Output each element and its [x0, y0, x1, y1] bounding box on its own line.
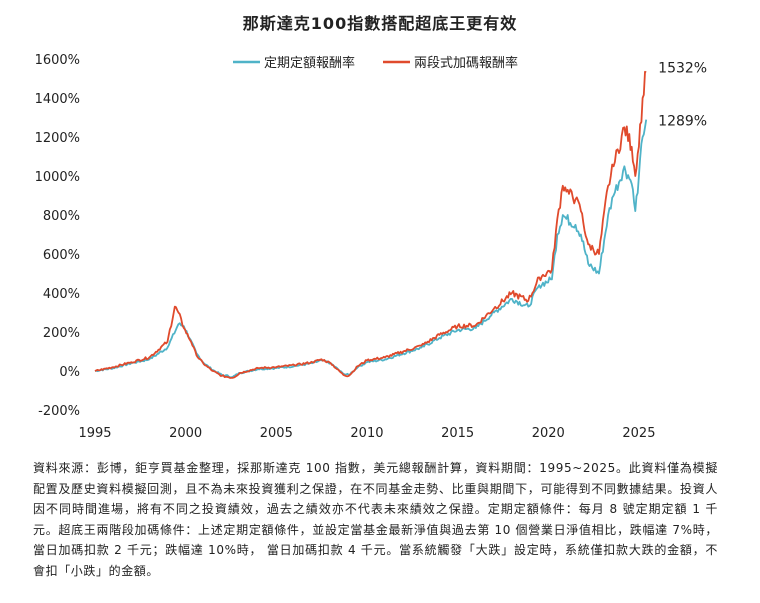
- dca-end-value-label: 1289%: [658, 114, 707, 130]
- x-tick-label: 1995: [78, 426, 111, 441]
- y-tick-label: 200%: [43, 326, 80, 341]
- y-tick-label: 800%: [43, 209, 80, 224]
- line-chart: 1600% 1400% 1200% 1000% 800% 600% 400% 200% 0% -2…: [35, 53, 708, 441]
- x-tick-label: 2020: [532, 426, 565, 441]
- x-tick-label: 2005: [260, 426, 293, 441]
- legend-label: 定期定額報酬率: [264, 55, 355, 71]
- dca-return-line: [94, 119, 648, 379]
- x-tick-label: 2015: [441, 426, 474, 441]
- chart-title: 那斯達克100指數搭配超底王更有效: [242, 14, 518, 33]
- y-tick-label: 1200%: [35, 131, 80, 146]
- x-tick-label: 2010: [350, 426, 383, 441]
- y-tick-label: 1600%: [35, 53, 80, 68]
- source-footnote: 資料來源：彭博，鉅亨買基金整理，採那斯達克 100 指數，美元總報酬計算，資料期…: [33, 461, 718, 578]
- two-stage-end-value-label: 1532%: [658, 60, 707, 76]
- y-tick-label: 1400%: [35, 92, 80, 107]
- y-tick-label: 0%: [59, 365, 80, 380]
- two-stage-return-line: [94, 70, 647, 379]
- y-tick-label: 600%: [43, 248, 80, 263]
- y-tick-label: 400%: [43, 287, 80, 302]
- x-tick-label: 2025: [622, 426, 655, 441]
- y-tick-label: -200%: [38, 404, 80, 419]
- legend-label: 兩段式加碼報酬率: [414, 55, 518, 71]
- y-tick-label: 1000%: [35, 170, 80, 185]
- x-tick-label: 2000: [169, 426, 202, 441]
